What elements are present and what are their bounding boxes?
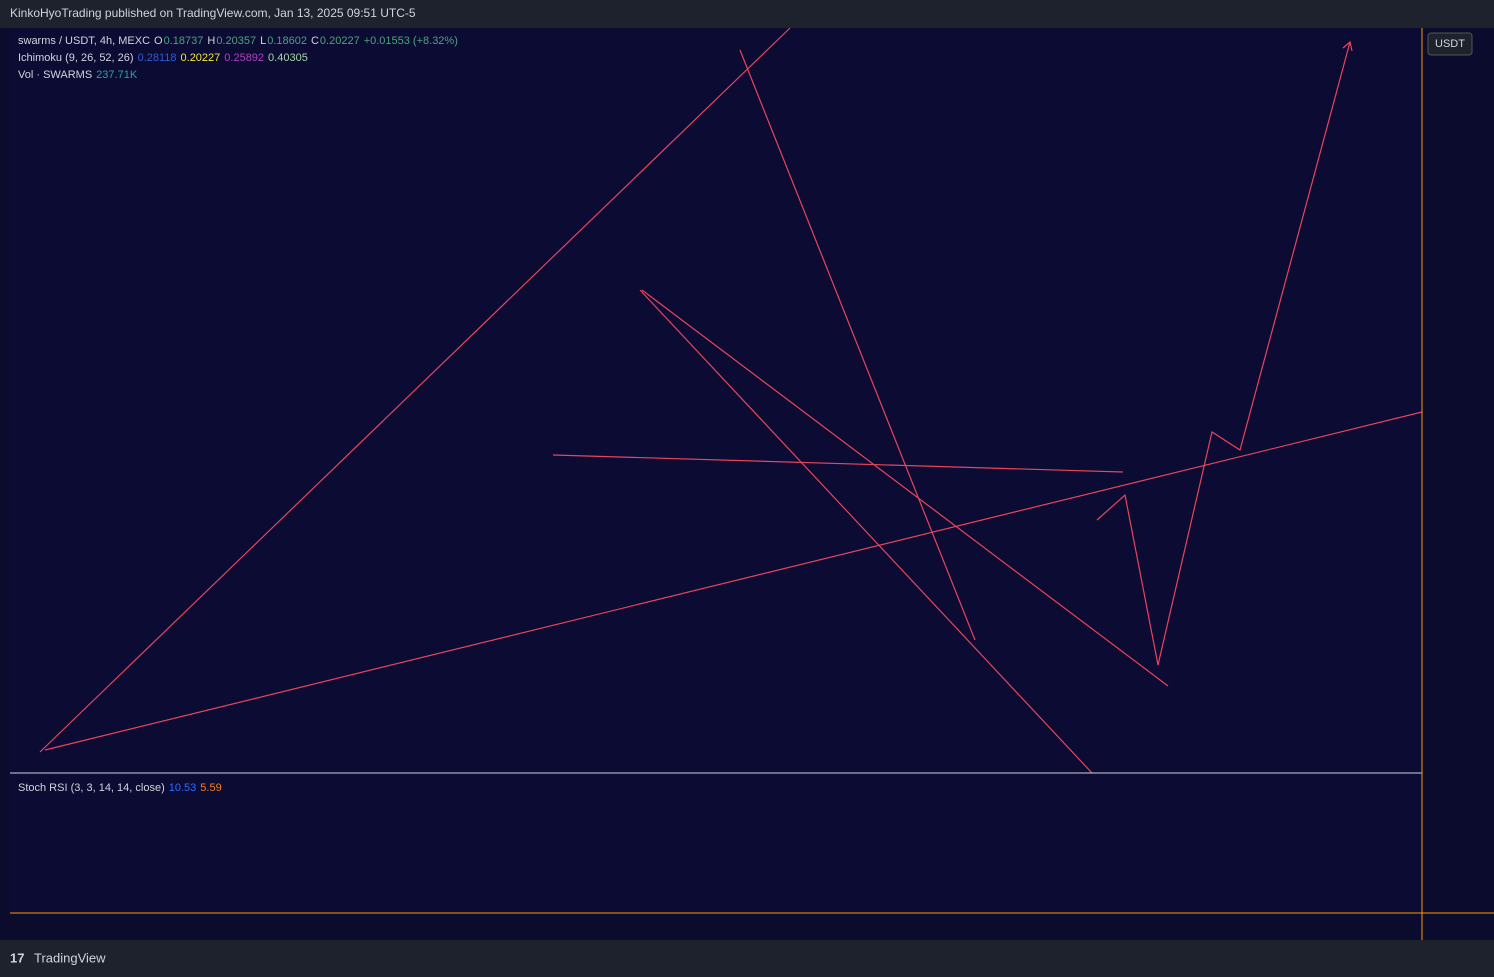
top-bar <box>0 0 1494 28</box>
change: +0.01553 (+8.32%) <box>363 35 458 47</box>
legend-volume: Vol · SWARMS 237.71K <box>18 69 141 81</box>
value: 0.18737 <box>163 35 204 47</box>
indicator: Ichimoku (9, 26, 52, 26) <box>18 52 134 64</box>
label: C <box>310 35 319 47</box>
label: L <box>260 35 267 47</box>
trendlines <box>39 27 1423 774</box>
legend-main: swarms / USDT, 4h, MEXC O0.18737 H0.20357 L… <box>18 35 462 47</box>
value: 0.20227 <box>180 52 221 64</box>
value: 237.71K <box>96 69 138 81</box>
label: O <box>154 35 163 47</box>
value: 10.53 <box>168 782 197 794</box>
value: 0.28118 <box>137 52 177 64</box>
indicator: Stoch RSI (3, 3, 14, 14, close) <box>18 782 165 794</box>
value: 0.25892 <box>224 52 265 64</box>
footer-bar <box>0 940 1494 977</box>
currency[interactable]: USDT <box>1435 38 1465 50</box>
symbol: swarms / USDT, 4h, MEXC <box>18 35 151 47</box>
legend-stoch: Stoch RSI (3, 3, 14, 14, close) 10.53 5.59 <box>18 782 226 794</box>
brand: TradingView <box>34 950 106 965</box>
value: 0.20357 <box>216 35 257 47</box>
value: 5.59 <box>200 782 222 794</box>
publish-info: KinkoHyoTrading published on TradingView… <box>10 6 416 20</box>
label: H <box>207 35 216 47</box>
value: 0.18602 <box>267 35 307 47</box>
value: 0.40305 <box>268 52 308 64</box>
legend-ichimoku: Ichimoku (9, 26, 52, 26) 0.28118 0.20227 0.… <box>18 52 312 64</box>
brand-logo: 17 <box>10 950 24 965</box>
indicator: Vol · SWARMS <box>18 69 93 81</box>
value: 0.20227 <box>319 35 360 47</box>
currency-button[interactable] <box>1427 32 1473 56</box>
chart-bg <box>10 28 1422 913</box>
